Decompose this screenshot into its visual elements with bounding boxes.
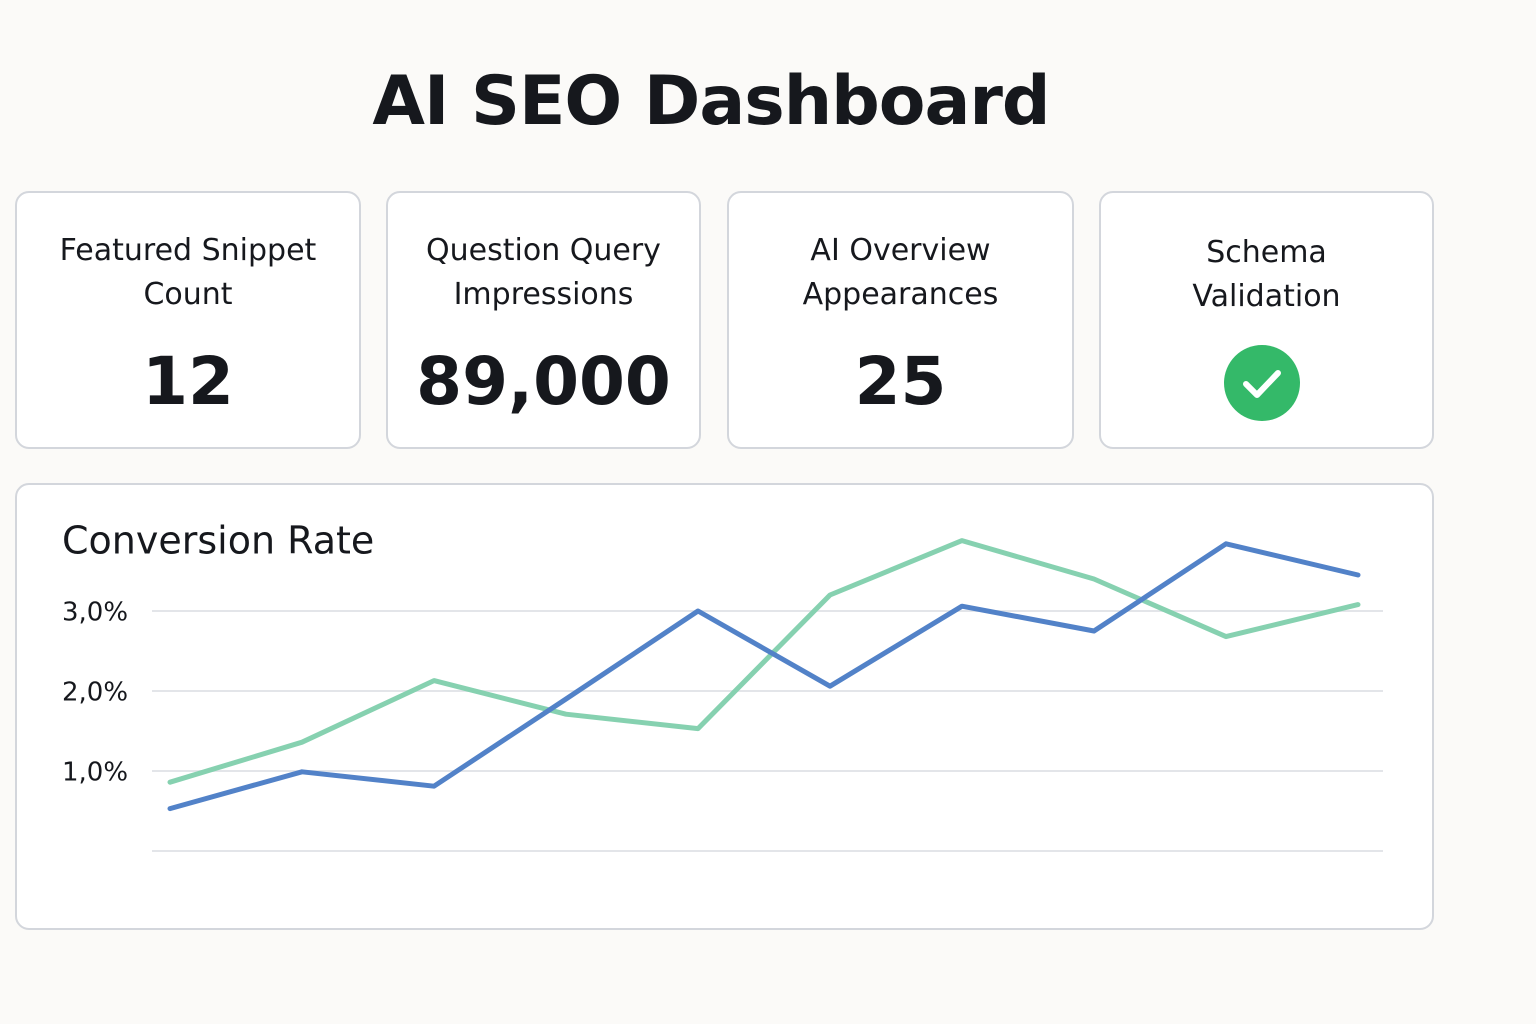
card-label: Count [143,277,233,312]
metric-card: Featured Snippet Count 12 [15,191,361,449]
card-label: Schema [1206,235,1327,270]
card-label: Appearances [802,277,999,312]
metric-card: Schema Validation [1099,191,1434,449]
card-label: Featured Snippet [59,233,317,268]
y-tick-label: 3,0% [62,598,128,628]
card-value: 25 [854,343,947,420]
chart-card [15,483,1434,930]
card-label: Impressions [453,277,634,312]
card-label: Validation [1192,279,1341,314]
dashboard-title: AI SEO Dashboard [372,62,1050,141]
check-icon [1224,345,1300,421]
metric-card: Question Query Impressions 89,000 [386,191,701,449]
series-line [167,538,1361,785]
series-line [167,541,1361,812]
y-tick-label: 2,0% [62,678,128,708]
card-label: Question Query [426,233,661,268]
metric-card: AI Overview Appearances 25 [727,191,1074,449]
chart-title: Conversion Rate [62,519,374,563]
card-value: 89,000 [416,343,671,420]
card-label: AI Overview [810,233,991,268]
y-tick-label: 1,0% [62,758,128,788]
card-value: 12 [142,343,234,420]
